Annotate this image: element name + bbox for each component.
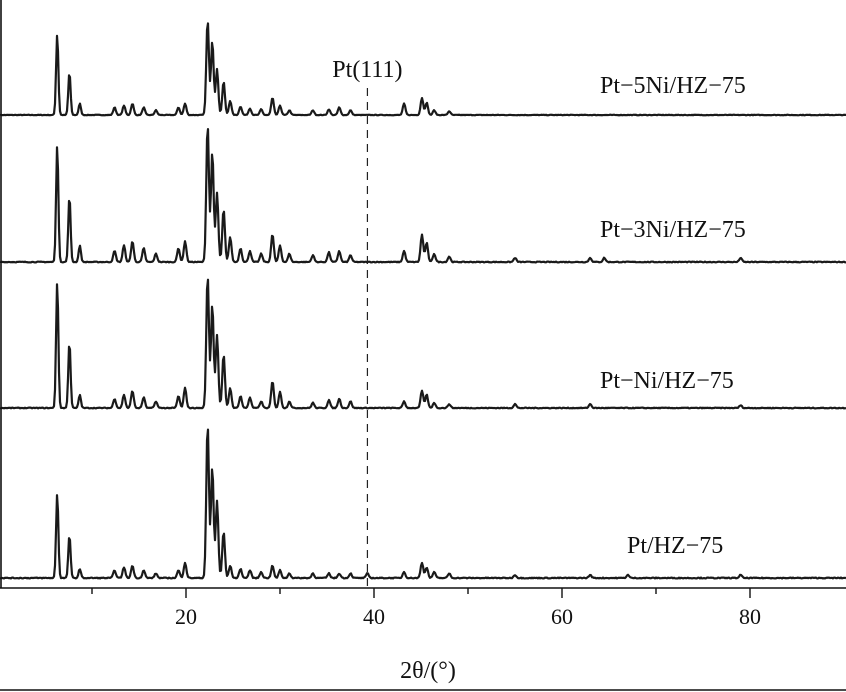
x-tick-label-40: 40 [363, 604, 385, 629]
x-tick-label-80: 80 [739, 604, 761, 629]
trace-pt-ni [0, 278, 846, 410]
trace-pt [0, 428, 846, 580]
trace-pt-3ni [0, 128, 846, 264]
x-tick-labels-group: 20 40 60 80 [175, 604, 761, 629]
series-label-pt-5ni: Pt−5Ni/HZ−75 [600, 73, 746, 99]
series-label-pt-ni: Pt−Ni/HZ−75 [600, 368, 734, 394]
series-labels-group: Pt−5Ni/HZ−75 Pt−3Ni/HZ−75 Pt−Ni/HZ−75 Pt… [600, 73, 746, 559]
x-axis-title: 2θ/(°) [400, 658, 456, 684]
x-ticks-group [91, 588, 751, 598]
trace-pt-5ni [0, 22, 846, 117]
series-label-pt-3ni: Pt−3Ni/HZ−75 [600, 217, 746, 243]
pt111-annotation: Pt(111) [332, 57, 402, 83]
x-tick-label-20: 20 [175, 604, 197, 629]
traces-group [0, 22, 846, 580]
series-label-pt: Pt/HZ−75 [627, 533, 723, 559]
x-tick-label-60: 60 [551, 604, 573, 629]
